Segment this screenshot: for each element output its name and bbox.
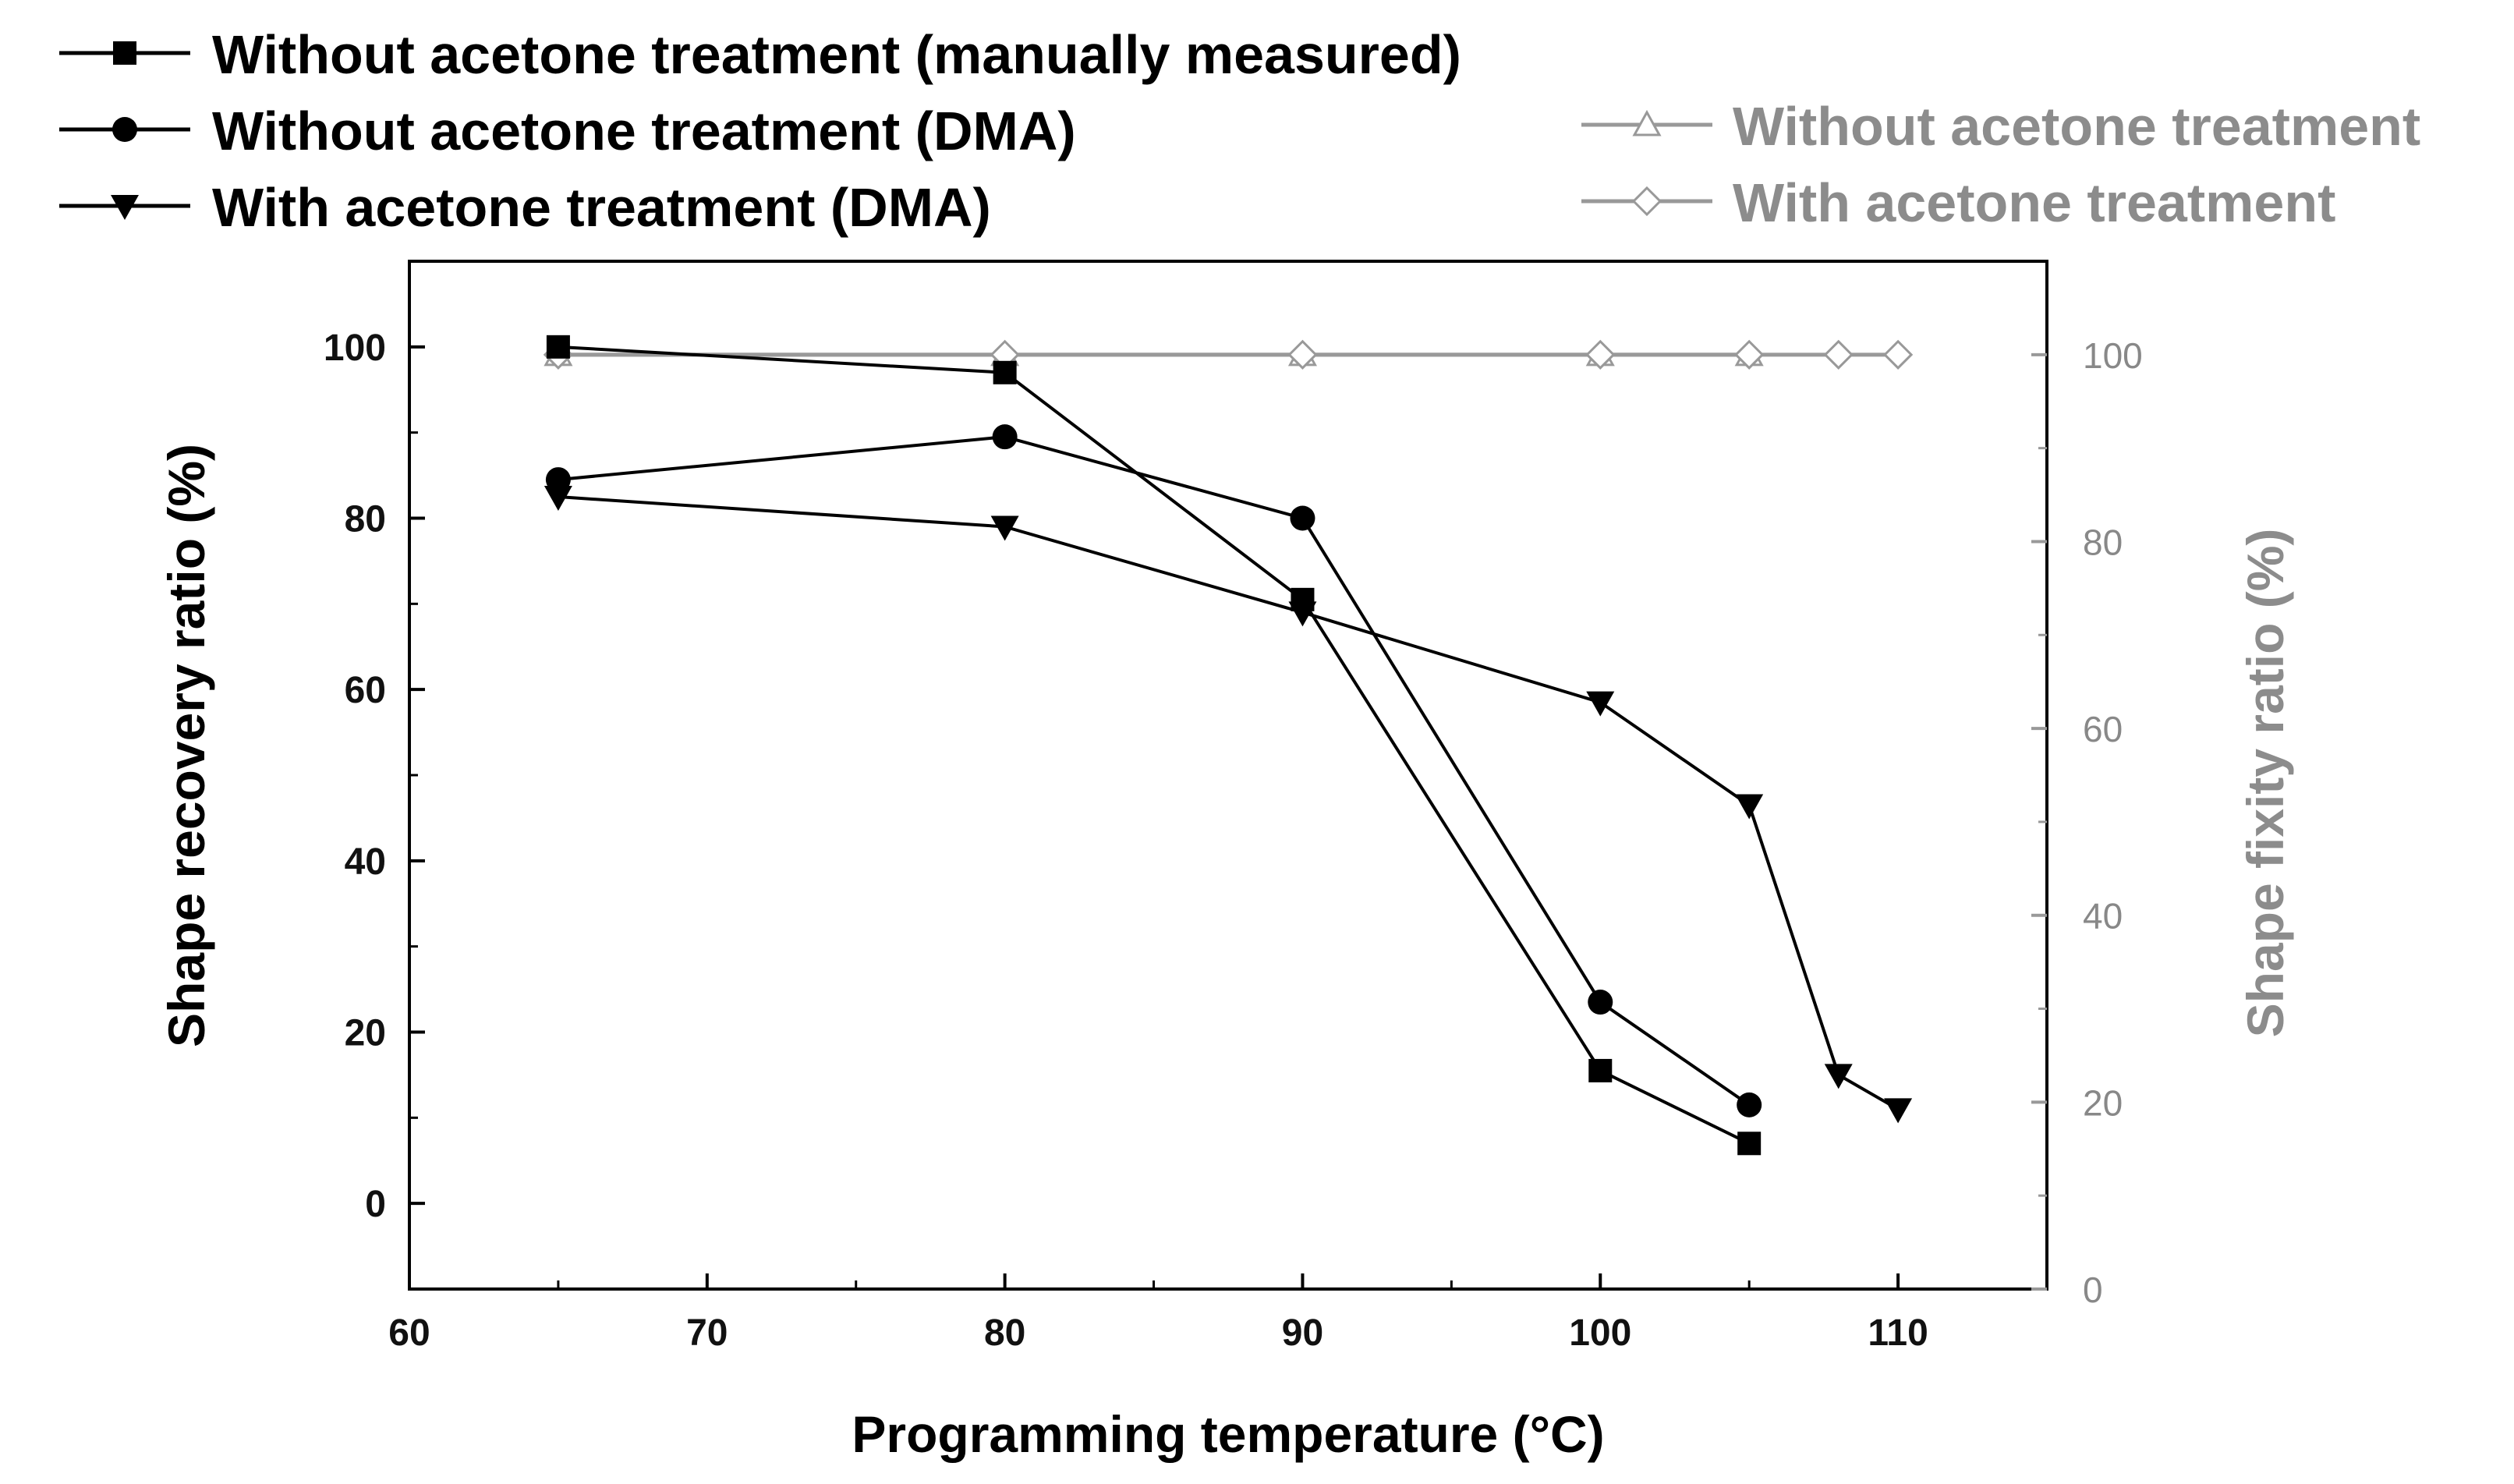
legend-symbol-series-2	[111, 195, 139, 220]
series-2-point	[1824, 1064, 1853, 1089]
y-right-tick-label: 20	[2083, 1082, 2123, 1123]
series-4-point	[1882, 339, 1914, 370]
series-1-line	[558, 435, 1751, 1107]
legend-marker-series-2	[59, 195, 190, 220]
plot-series	[543, 335, 1914, 1156]
y-axis-title-left: Shape recovery ratio (%)	[158, 444, 215, 1047]
legend-marker-series-4	[1581, 186, 1712, 217]
legend-item-series-3: Without acetone treatment	[1581, 96, 2420, 157]
axis-ticks: 60 70 80 90 100 110 0 20 40 60 80 100 0 20 40 60 80 100	[324, 328, 2143, 1354]
legend-label-series-3: Without acetone treatment	[1733, 96, 2420, 157]
series-0-point	[1588, 1058, 1613, 1082]
series-2-point	[990, 515, 1019, 541]
legend-label-series-4: With acetone treatment	[1733, 172, 2335, 233]
series-1	[545, 424, 1762, 1117]
series-2-line	[558, 495, 1900, 1111]
series-1-point	[992, 424, 1018, 450]
series-4-point	[1287, 339, 1318, 370]
y-right-tick-label: 40	[2083, 896, 2123, 937]
legend-symbol-series-4	[1631, 186, 1662, 217]
y-axis-title-right: Shape fixity ratio (%)	[2236, 529, 2294, 1038]
legend-item-series-4: With acetone treatment	[1581, 172, 2335, 233]
legend-marker-series-1	[59, 117, 190, 142]
series-0-point	[546, 335, 570, 359]
series-4	[543, 339, 1914, 370]
legend-symbol-series-3	[1632, 109, 1662, 136]
legend-symbol-series-1	[112, 117, 137, 142]
series-2-point	[1288, 601, 1317, 627]
y-left-tick-label: 100	[324, 328, 386, 369]
y-left-tick-label: 20	[345, 1013, 386, 1054]
series-4-point	[1585, 339, 1616, 370]
legend-item-series-2: With acetone treatment (DMA)	[59, 177, 991, 238]
x-tick-label: 100	[1569, 1312, 1631, 1354]
legend-marker-series-3	[1581, 109, 1712, 136]
series-2-point	[544, 486, 572, 512]
y-left-tick-label: 0	[365, 1184, 386, 1225]
series-2-point	[1586, 691, 1615, 717]
y-right-tick-label: 100	[2083, 335, 2143, 376]
legend-label-series-2: With acetone treatment (DMA)	[212, 177, 991, 238]
y-left-tick-label: 60	[345, 670, 386, 711]
legend-item-series-0: Without acetone treatment (manually meas…	[59, 24, 1461, 85]
x-tick-label: 60	[388, 1312, 430, 1354]
legend: Without acetone treatment (manually meas…	[59, 24, 2420, 238]
series-4-point	[1823, 339, 1854, 370]
legend-item-series-1: Without acetone treatment (DMA)	[59, 101, 1076, 161]
legend-symbol-series-0	[113, 41, 136, 65]
series-0-point	[993, 360, 1017, 384]
x-tick-label: 90	[1282, 1312, 1323, 1354]
legend-marker-series-0	[59, 41, 190, 65]
y-right-tick-label: 60	[2083, 709, 2123, 749]
x-tick-label: 70	[686, 1312, 728, 1354]
series-2-point	[1884, 1098, 1913, 1124]
series-2-point	[1735, 794, 1764, 820]
series-1-point	[1737, 1092, 1762, 1117]
y-right-tick-label: 80	[2083, 522, 2123, 562]
series-2	[544, 486, 1913, 1124]
x-tick-label: 80	[984, 1312, 1025, 1354]
series-1-point	[1290, 505, 1315, 531]
plot-frame	[408, 260, 2048, 1291]
legend-label-series-0: Without acetone treatment (manually meas…	[212, 24, 1461, 85]
y-left-tick-label: 80	[345, 499, 386, 540]
series-0-point	[1737, 1132, 1762, 1156]
series-0	[546, 335, 1762, 1156]
y-left-tick-label: 40	[345, 841, 386, 883]
y-right-tick-label: 0	[2083, 1270, 2103, 1310]
series-0-line	[558, 345, 1751, 1146]
series-1-point	[1588, 990, 1613, 1015]
x-tick-label: 110	[1868, 1312, 1928, 1354]
legend-label-series-1: Without acetone treatment (DMA)	[212, 101, 1076, 161]
series-4-point	[1734, 339, 1765, 370]
x-axis-title: Programming temperature (°C)	[852, 1405, 1604, 1463]
